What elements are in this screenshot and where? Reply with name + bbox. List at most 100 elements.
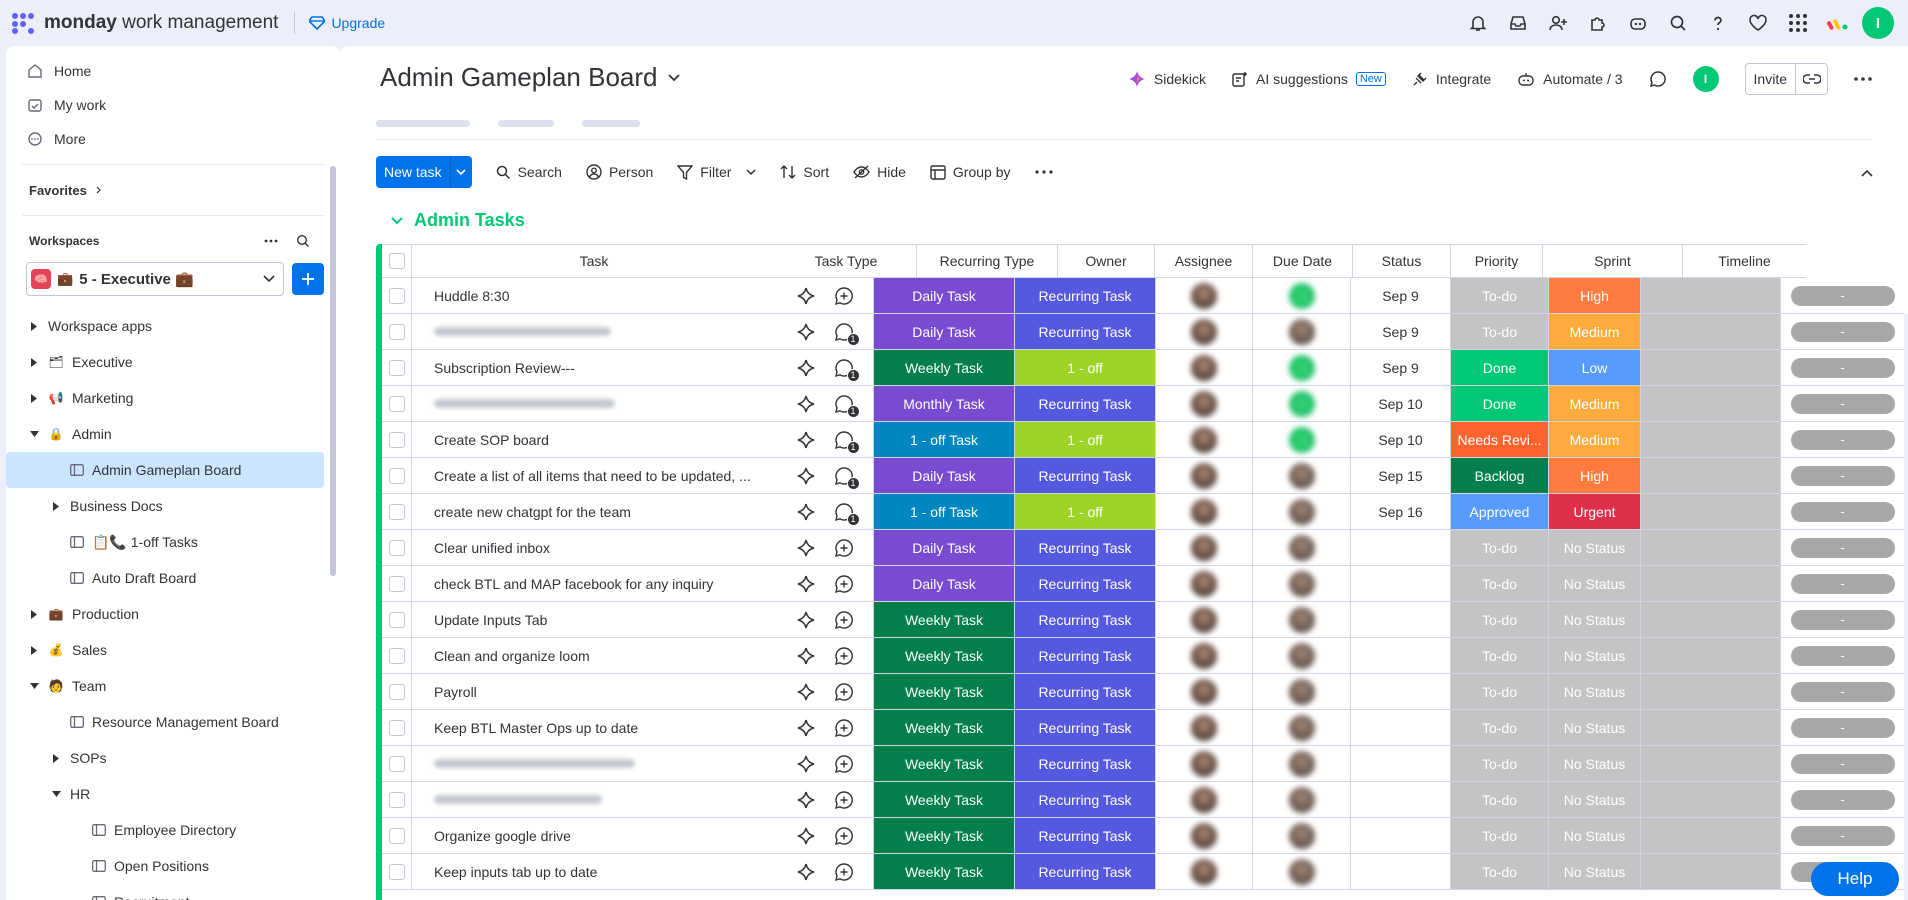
sprint-cell[interactable]	[1641, 638, 1781, 674]
priority-cell[interactable]: High	[1549, 458, 1641, 494]
row-checkbox[interactable]	[382, 386, 412, 422]
hide-button[interactable]: Hide	[853, 164, 906, 180]
sidebar-tree-item[interactable]: 💼 Production	[6, 596, 340, 632]
assignee-cell[interactable]	[1253, 674, 1351, 710]
automate-button[interactable]: Automate / 3	[1517, 71, 1623, 87]
timeline-cell[interactable]: -	[1781, 674, 1904, 710]
add-update-icon[interactable]: 1	[834, 466, 860, 490]
help-question-icon[interactable]	[1698, 3, 1738, 43]
status-cell[interactable]: To-do	[1451, 638, 1549, 674]
sidebar-tree-item[interactable]: 🔒 Admin	[6, 416, 340, 452]
column-header-sprint[interactable]: Sprint	[1543, 244, 1683, 278]
sprint-cell[interactable]	[1641, 710, 1781, 746]
task-name-cell[interactable]: Clear unified inbox	[412, 530, 776, 566]
add-update-icon[interactable]: 1	[834, 430, 860, 454]
sidebar-tree-item[interactable]: 📋📞 1-off Tasks	[6, 524, 340, 560]
upgrade-button[interactable]: Upgrade	[309, 15, 385, 31]
timeline-cell[interactable]: -	[1781, 350, 1904, 386]
ai-sparkle-icon[interactable]	[796, 502, 816, 522]
ai-sparkle-icon[interactable]	[796, 682, 816, 702]
owner-cell[interactable]	[1156, 602, 1253, 638]
assignee-cell[interactable]	[1253, 314, 1351, 350]
timeline-cell[interactable]: -	[1781, 638, 1904, 674]
recurring-type-cell[interactable]: Recurring Task	[1015, 854, 1156, 890]
sidebar-tree-item[interactable]: Open Positions	[6, 848, 340, 884]
ai-sparkle-icon[interactable]	[796, 286, 816, 306]
add-update-icon[interactable]	[834, 754, 854, 774]
ai-sparkle-icon[interactable]	[796, 466, 816, 486]
add-update-icon[interactable]: 1	[834, 358, 860, 382]
assignee-cell[interactable]	[1253, 818, 1351, 854]
search-icon[interactable]	[296, 234, 310, 248]
column-header-due-date[interactable]: Due Date	[1253, 244, 1353, 278]
ai-sparkle-icon[interactable]	[796, 574, 816, 594]
task-name-cell[interactable]: check BTL and MAP facebook for any inqui…	[412, 566, 776, 602]
row-checkbox[interactable]	[382, 818, 412, 854]
group-by-button[interactable]: Group by	[930, 164, 1011, 180]
group-title[interactable]: Admin Tasks	[414, 210, 525, 230]
task-name-cell[interactable]: Clean and organize loom	[412, 638, 776, 674]
due-date-cell[interactable]	[1351, 566, 1451, 602]
timeline-cell[interactable]: -	[1781, 782, 1904, 818]
sprint-cell[interactable]	[1641, 422, 1781, 458]
row-checkbox[interactable]	[382, 710, 412, 746]
caret-right-icon[interactable]	[50, 501, 62, 511]
priority-cell[interactable]: Low	[1549, 350, 1641, 386]
sidebar-tree-item[interactable]: 🧑 Team	[6, 668, 340, 704]
add-update-icon[interactable]: 1	[834, 322, 860, 346]
priority-cell[interactable]: No Status	[1549, 710, 1641, 746]
caret-right-icon[interactable]	[28, 645, 40, 655]
recurring-type-cell[interactable]: Recurring Task	[1015, 746, 1156, 782]
owner-cell[interactable]	[1156, 458, 1253, 494]
timeline-cell[interactable]: -	[1781, 710, 1904, 746]
new-task-button[interactable]: New task	[376, 156, 472, 188]
due-date-cell[interactable]	[1351, 818, 1451, 854]
timeline-cell[interactable]: -	[1781, 422, 1904, 458]
owner-cell[interactable]	[1156, 350, 1253, 386]
caret-right-icon[interactable]	[28, 393, 40, 403]
recurring-type-cell[interactable]: 1 - off	[1015, 350, 1156, 386]
search-button[interactable]: Search	[496, 164, 562, 180]
task-type-cell[interactable]: Daily Task	[874, 458, 1015, 494]
add-update-icon[interactable]	[834, 286, 854, 306]
timeline-cell[interactable]: -	[1781, 530, 1904, 566]
status-cell[interactable]: To-do	[1451, 278, 1549, 314]
add-update-icon[interactable]	[834, 538, 854, 558]
collapse-header-icon[interactable]	[1856, 162, 1878, 184]
ai-sparkle-icon[interactable]	[796, 826, 816, 846]
row-checkbox[interactable]	[382, 494, 412, 530]
status-cell[interactable]: Approved	[1451, 494, 1549, 530]
task-type-cell[interactable]: 1 - off Task	[874, 494, 1015, 530]
task-type-cell[interactable]: Weekly Task	[874, 818, 1015, 854]
apps-puzzle-icon[interactable]	[1578, 3, 1618, 43]
row-checkbox[interactable]	[382, 782, 412, 818]
sidebar-item-home[interactable]: Home	[6, 54, 340, 88]
task-type-cell[interactable]: Daily Task	[874, 530, 1015, 566]
caret-down-icon[interactable]	[28, 431, 40, 437]
add-update-icon[interactable]: 1	[834, 502, 860, 526]
caret-down-icon[interactable]	[50, 791, 62, 797]
priority-cell[interactable]: No Status	[1549, 566, 1641, 602]
task-name-cell[interactable]: Keep BTL Master Ops up to date	[412, 710, 776, 746]
add-update-icon[interactable]	[834, 646, 854, 666]
sidebar-tree-item[interactable]: Workspace apps	[6, 308, 340, 344]
task-name-cell[interactable]	[412, 782, 776, 818]
copy-link-icon[interactable]	[1795, 64, 1827, 94]
ai-sparkle-icon[interactable]	[796, 646, 816, 666]
sprint-cell[interactable]	[1641, 602, 1781, 638]
status-cell[interactable]: To-do	[1451, 314, 1549, 350]
recurring-type-cell[interactable]: Recurring Task	[1015, 638, 1156, 674]
owner-cell[interactable]	[1156, 386, 1253, 422]
status-cell[interactable]: To-do	[1451, 818, 1549, 854]
sprint-cell[interactable]	[1641, 674, 1781, 710]
workspace-dropdown[interactable]: 🧠 💼 5 - Executive 💼	[26, 262, 284, 296]
recurring-type-cell[interactable]: 1 - off	[1015, 494, 1156, 530]
add-update-icon[interactable]	[834, 826, 854, 846]
select-all-checkbox[interactable]	[382, 244, 412, 278]
task-name-cell[interactable]	[412, 746, 776, 782]
sprint-cell[interactable]	[1641, 494, 1781, 530]
owner-cell[interactable]	[1156, 422, 1253, 458]
sprint-cell[interactable]	[1641, 386, 1781, 422]
priority-cell[interactable]: High	[1549, 278, 1641, 314]
status-cell[interactable]: To-do	[1451, 530, 1549, 566]
